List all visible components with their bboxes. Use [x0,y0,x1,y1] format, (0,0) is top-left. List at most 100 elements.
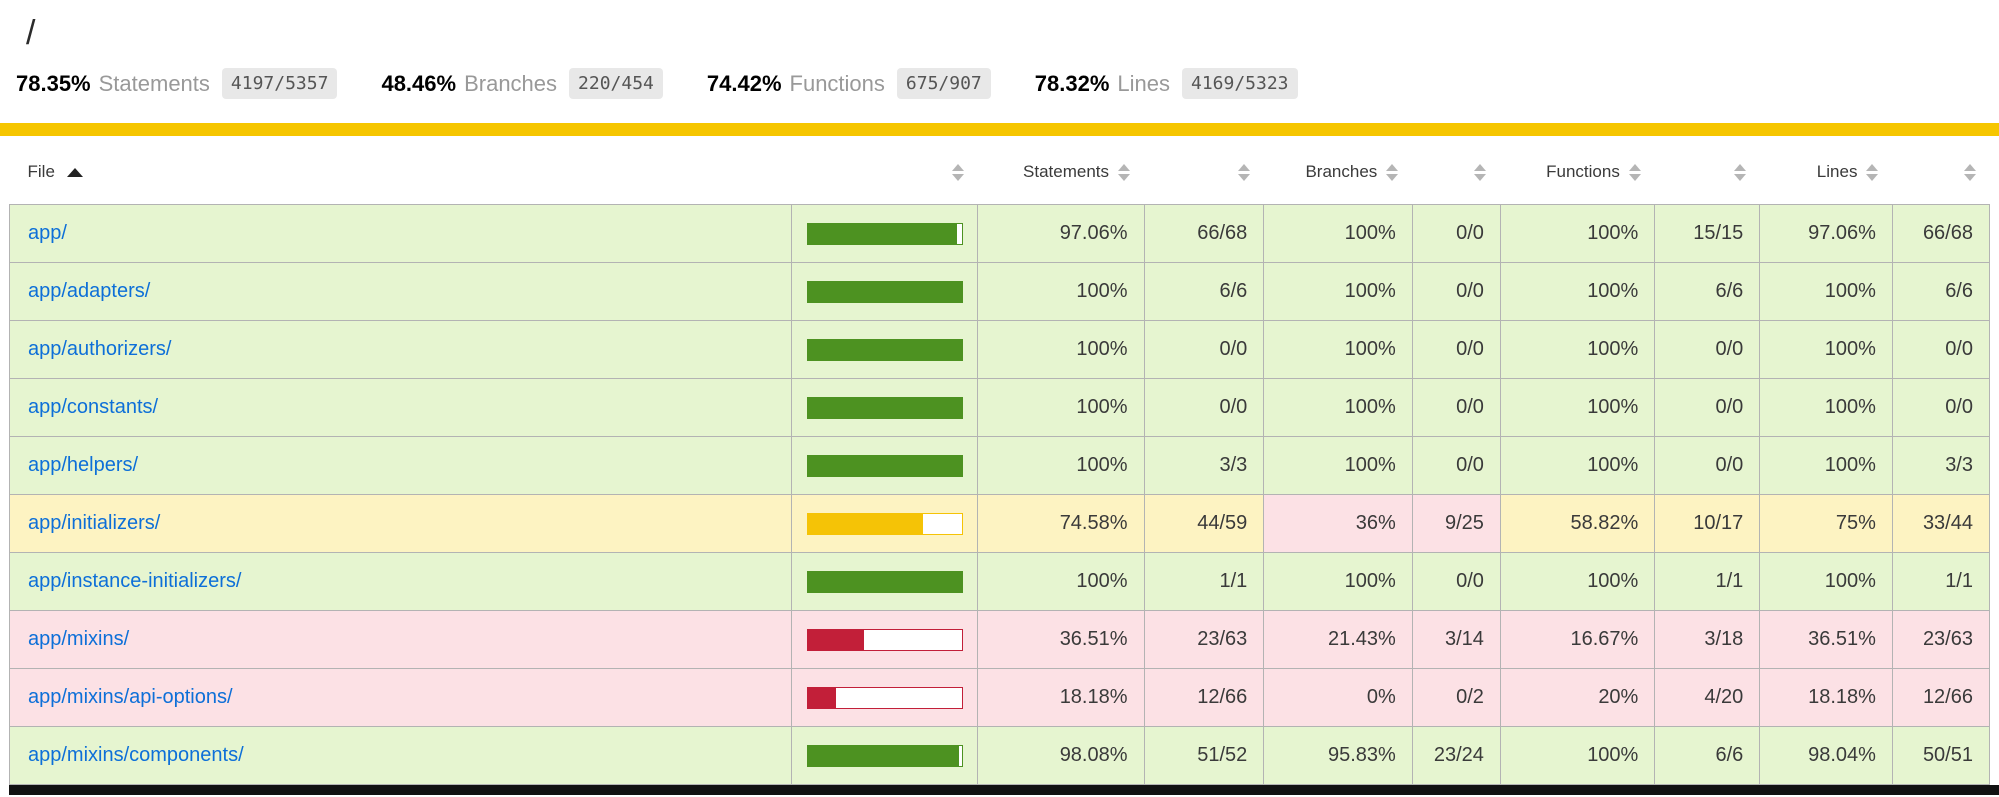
coverage-bar-cell [791,320,979,379]
file-link[interactable]: app/authorizers/ [28,338,172,360]
file-link[interactable]: app/adapters/ [28,280,151,302]
coverage-bar [806,570,963,593]
branches-pct-cell: 0% [1263,668,1413,727]
branches-ratio-cell: 0/0 [1411,378,1501,437]
file-link[interactable]: app/instance-initializers/ [28,570,242,592]
file-link[interactable]: app/mixins/api-options/ [28,686,233,708]
file-cell: app/helpers/ [8,436,793,495]
file-cell: app/ [8,204,793,263]
statements-pct-cell: 36.51% [977,610,1145,669]
lines-ratio-cell: 33/44 [1891,494,1991,553]
sorter-icon [1733,164,1746,182]
coverage-bar-empty [958,745,962,766]
column-header-label: File [27,162,55,181]
functions-fraction-badge: 675/907 [896,68,991,99]
lines-pct-cell: 100% [1759,552,1893,611]
branches-pct-cell: 100% [1263,552,1413,611]
lines-pct-cell: 100% [1759,436,1893,495]
column-header-sorter[interactable] [1892,136,1989,205]
coverage-bar-empty [922,513,962,534]
functions-pct-cell: 100% [1499,378,1656,437]
coverage-bar [806,396,963,419]
branches-pct-cell: 100% [1263,436,1413,495]
functions-pct-cell: 100% [1499,262,1656,321]
functions-ratio-cell: 1/1 [1654,552,1761,611]
column-header-label: Branches [1305,162,1378,181]
coverage-summary-stats: 78.35% Statements 4197/5357 48.46% Branc… [16,68,1999,99]
sorter-icon [1628,164,1641,182]
column-header-sorter[interactable] [1655,136,1760,205]
statements-pct-value: 78.35% [16,70,91,96]
coverage-bar-cell [791,726,979,785]
file-link[interactable]: app/mixins/components/ [28,744,244,766]
lines-pct-cell: 100% [1759,262,1893,321]
lines-ratio-cell: 0/0 [1891,320,1991,379]
coverage-bar-fill [807,629,864,650]
table-row: app/authorizers/ 100% 0/0 100% 0/0 100% … [8,320,1991,379]
lines-ratio-cell: 6/6 [1891,262,1991,321]
column-header-statements[interactable]: Statements [978,136,1144,205]
coverage-bar [806,744,963,767]
statements-ratio-cell: 51/52 [1143,726,1265,785]
branches-pct-cell: 100% [1263,320,1413,379]
statements-fraction-badge: 4197/5357 [221,68,338,99]
statements-ratio-cell: 23/63 [1143,610,1265,669]
branches-ratio-cell: 23/24 [1411,726,1501,785]
sorter-icon [1866,164,1879,182]
coverage-bar-fill [807,455,962,476]
coverage-bar-cell [791,610,979,669]
branches-pct-cell: 21.43% [1263,610,1413,669]
branches-ratio-cell: 3/14 [1411,610,1501,669]
branches-ratio-cell: 0/0 [1411,320,1501,379]
sort-ascending-icon [66,168,83,178]
column-header-file[interactable]: File [10,136,792,205]
statements-ratio-cell: 66/68 [1143,204,1265,263]
coverage-bar [806,512,963,535]
sorter-icon [1118,164,1131,182]
column-header-label: Lines [1816,162,1858,181]
table-row: app/adapters/ 100% 6/6 100% 0/0 100% 6/6… [8,262,1991,321]
file-link[interactable]: app/helpers/ [28,454,139,476]
coverage-bar-fill [807,745,959,766]
lines-ratio-cell: 23/63 [1891,610,1991,669]
column-header-sorter[interactable] [1144,136,1264,205]
branches-fraction-badge: 220/454 [569,68,663,99]
table-row: app/constants/ 100% 0/0 100% 0/0 100% 0/… [8,378,1991,437]
file-link[interactable]: app/mixins/ [28,628,130,650]
coverage-bar [806,628,963,651]
branches-ratio-cell: 0/0 [1411,204,1501,263]
column-header-functions[interactable]: Functions [1500,136,1654,205]
statements-pct-cell: 100% [977,320,1145,379]
column-header-sorter[interactable] [1412,136,1500,205]
coverage-summary-table: File Statements Branches Functions Lines app… [8,136,1991,785]
column-header-branches[interactable]: Branches [1264,136,1412,205]
lines-pct-cell: 75% [1759,494,1893,553]
column-header-label: Statements [1023,162,1110,181]
lines-pct-cell: 100% [1759,320,1893,379]
coverage-bar-fill [807,513,923,534]
column-header-label: Functions [1546,162,1620,181]
table-row: app/instance-initializers/ 100% 1/1 100%… [8,552,1991,611]
column-header-sorter[interactable] [792,136,978,205]
coverage-bar [806,686,963,709]
branches-pct-cell: 100% [1263,378,1413,437]
column-header-lines[interactable]: Lines [1760,136,1893,205]
lines-pct-value: 78.32% [1034,70,1110,96]
sorter-icon [951,164,964,182]
lines-ratio-cell: 50/51 [1891,726,1991,785]
file-link[interactable]: app/initializers/ [28,512,161,534]
coverage-bar-empty [957,223,962,244]
file-link[interactable]: app/constants/ [28,396,159,418]
branches-pct-cell: 100% [1263,262,1413,321]
functions-ratio-cell: 10/17 [1654,494,1761,553]
functions-pct-cell: 20% [1499,668,1656,727]
file-cell: app/mixins/components/ [8,726,793,785]
functions-ratio-cell: 6/6 [1654,262,1761,321]
coverage-bar [806,280,963,303]
branches-pct-cell: 95.83% [1263,726,1413,785]
table-row: app/mixins/api-options/ 18.18% 12/66 0% … [8,668,1991,727]
functions-ratio-cell: 6/6 [1654,726,1761,785]
functions-ratio-cell: 4/20 [1654,668,1761,727]
statements-pct-cell: 100% [977,378,1145,437]
file-link[interactable]: app/ [28,222,67,244]
